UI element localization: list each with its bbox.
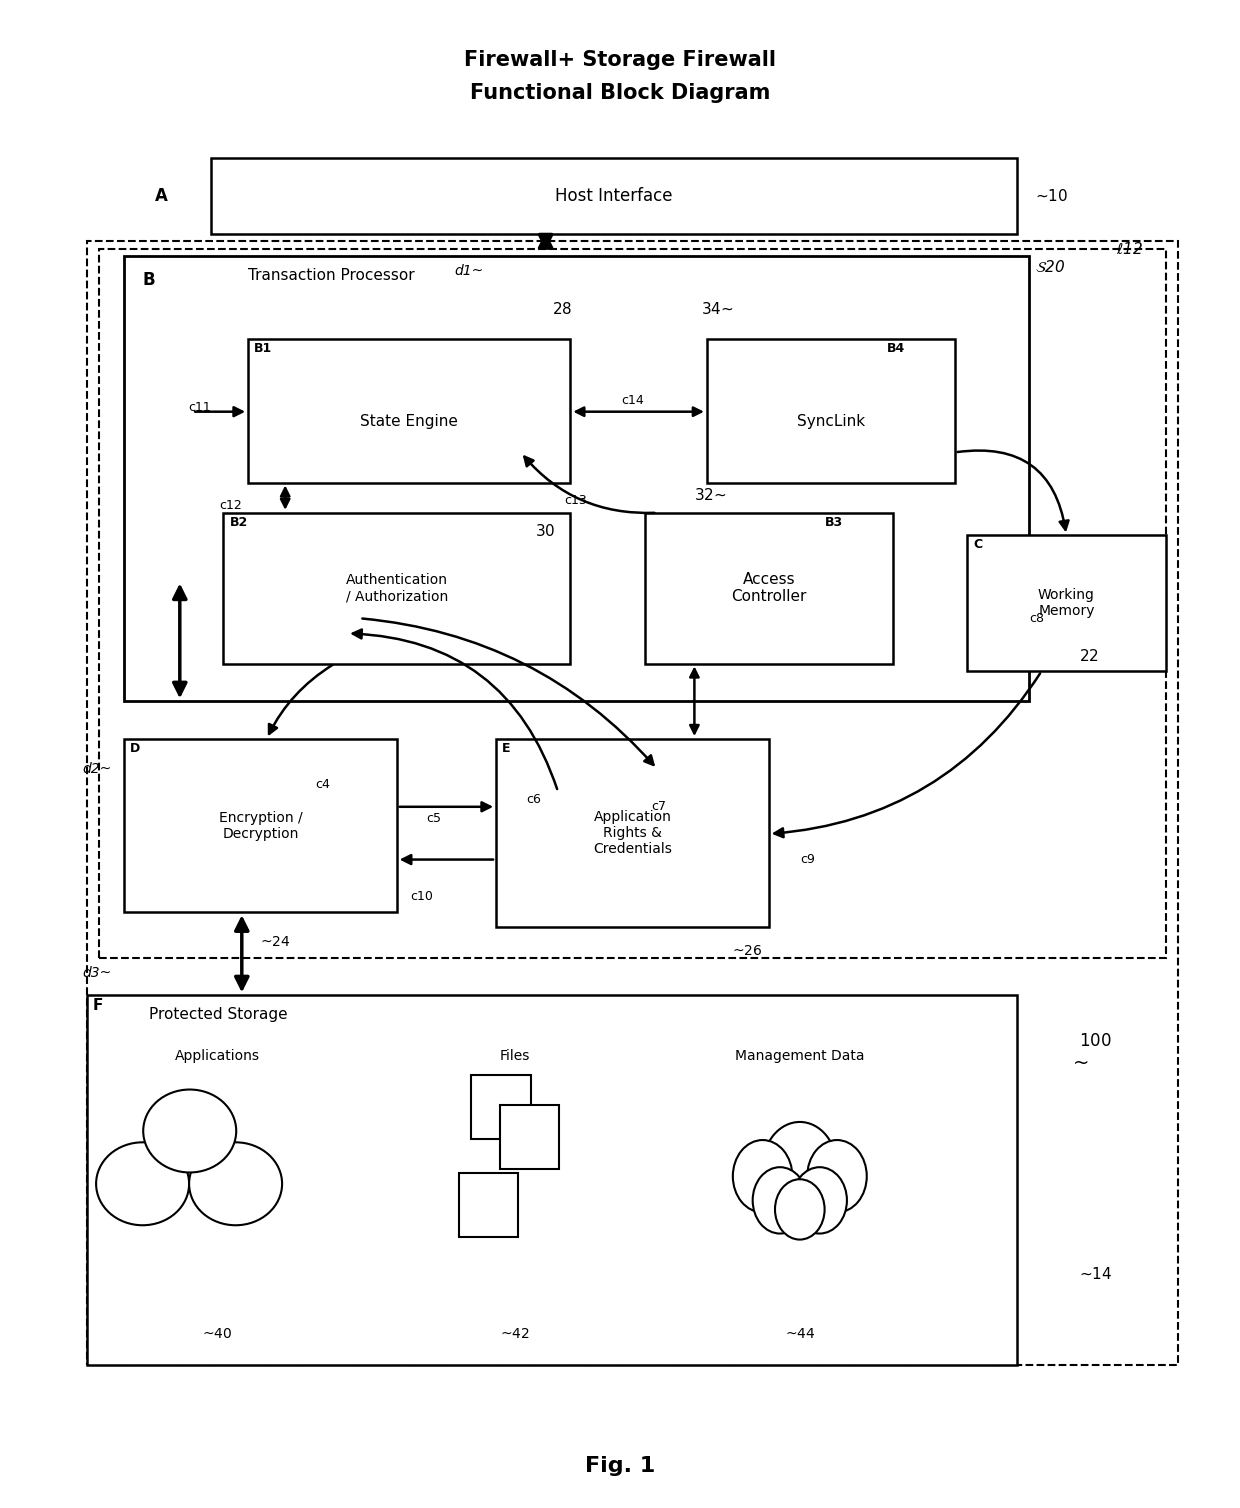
Text: Applications: Applications [175, 1048, 259, 1063]
Text: State Engine: State Engine [361, 415, 458, 428]
Ellipse shape [188, 1143, 283, 1224]
Text: B2: B2 [229, 516, 248, 529]
Text: c12: c12 [219, 499, 242, 511]
Circle shape [763, 1122, 837, 1212]
Text: $\mathcal{S}$20: $\mathcal{S}$20 [1035, 259, 1065, 276]
Text: Files: Files [500, 1048, 529, 1063]
Text: Encryption /
Decryption: Encryption / Decryption [218, 810, 303, 841]
Circle shape [733, 1140, 792, 1212]
Circle shape [792, 1167, 847, 1234]
Text: Protected Storage: Protected Storage [149, 1007, 288, 1022]
Text: d3~: d3~ [82, 965, 112, 980]
Circle shape [753, 1167, 807, 1234]
Text: B: B [143, 271, 155, 290]
FancyBboxPatch shape [124, 256, 1029, 701]
FancyBboxPatch shape [967, 535, 1166, 671]
Text: ~$\it{40}$: ~$\it{40}$ [202, 1327, 232, 1341]
Text: D: D [130, 742, 140, 756]
Text: $\it{22}$: $\it{22}$ [1079, 648, 1099, 665]
Text: Firewall+ Storage Firewall: Firewall+ Storage Firewall [464, 50, 776, 71]
Text: $\it{34}$~: $\it{34}$~ [701, 302, 733, 317]
Text: c9: c9 [800, 854, 815, 866]
Text: d2~: d2~ [82, 762, 112, 777]
Text: E: E [502, 742, 511, 756]
Text: c4: c4 [315, 778, 330, 790]
Text: B1: B1 [254, 342, 273, 356]
FancyBboxPatch shape [471, 1075, 531, 1139]
FancyBboxPatch shape [500, 1105, 559, 1169]
Circle shape [775, 1179, 825, 1240]
Text: ~$\it{14}$: ~$\it{14}$ [1079, 1267, 1112, 1282]
Ellipse shape [97, 1143, 188, 1224]
Circle shape [807, 1140, 867, 1212]
Text: F: F [93, 998, 103, 1013]
Text: Management Data: Management Data [735, 1048, 864, 1063]
Text: Working
Memory: Working Memory [1038, 588, 1095, 618]
Text: ~$\it{10}$: ~$\it{10}$ [1035, 188, 1069, 204]
Text: SyncLink: SyncLink [797, 415, 864, 428]
Text: d1~: d1~ [454, 264, 484, 279]
Text: Host Interface: Host Interface [556, 187, 672, 205]
FancyBboxPatch shape [223, 513, 570, 664]
Text: Application
Rights &
Credentials: Application Rights & Credentials [593, 810, 672, 857]
Text: c8: c8 [1029, 612, 1044, 624]
FancyBboxPatch shape [707, 339, 955, 483]
FancyBboxPatch shape [248, 339, 570, 483]
Text: ~$\it{44}$: ~$\it{44}$ [785, 1327, 815, 1341]
Text: B4: B4 [887, 342, 905, 356]
FancyBboxPatch shape [87, 995, 1017, 1365]
FancyBboxPatch shape [459, 1173, 518, 1237]
Text: ~: ~ [1073, 1054, 1089, 1072]
Text: c7: c7 [651, 801, 666, 813]
Text: ~$\it{24}$: ~$\it{24}$ [260, 935, 291, 949]
Text: c6: c6 [526, 793, 541, 805]
FancyBboxPatch shape [645, 513, 893, 664]
Text: Access
Controller: Access Controller [732, 572, 806, 605]
Text: $\it{100}$: $\it{100}$ [1079, 1031, 1111, 1050]
FancyBboxPatch shape [496, 739, 769, 927]
Text: Fig. 1: Fig. 1 [585, 1455, 655, 1476]
Text: c13: c13 [564, 495, 587, 507]
FancyBboxPatch shape [124, 739, 397, 912]
Text: Authentication
/ Authorization: Authentication / Authorization [346, 573, 448, 603]
Text: B3: B3 [825, 516, 843, 529]
Text: c11: c11 [188, 401, 211, 413]
Text: ~$\it{42}$: ~$\it{42}$ [500, 1327, 529, 1341]
Text: Functional Block Diagram: Functional Block Diagram [470, 83, 770, 104]
Text: Transaction Processor: Transaction Processor [248, 268, 414, 284]
Text: A: A [155, 187, 167, 205]
FancyBboxPatch shape [211, 158, 1017, 234]
Text: c10: c10 [410, 890, 433, 903]
Ellipse shape [144, 1089, 236, 1173]
Text: $\it{30}$: $\it{30}$ [536, 523, 556, 538]
Text: $\it{32}$~: $\it{32}$~ [694, 487, 727, 502]
Text: C: C [973, 538, 982, 552]
Text: c5: c5 [427, 811, 441, 825]
Text: c14: c14 [621, 394, 644, 407]
Text: ~$\it{26}$: ~$\it{26}$ [732, 944, 763, 958]
Text: $\ell$12: $\ell$12 [1116, 241, 1143, 258]
Text: $\it{28}$: $\it{28}$ [552, 302, 572, 317]
